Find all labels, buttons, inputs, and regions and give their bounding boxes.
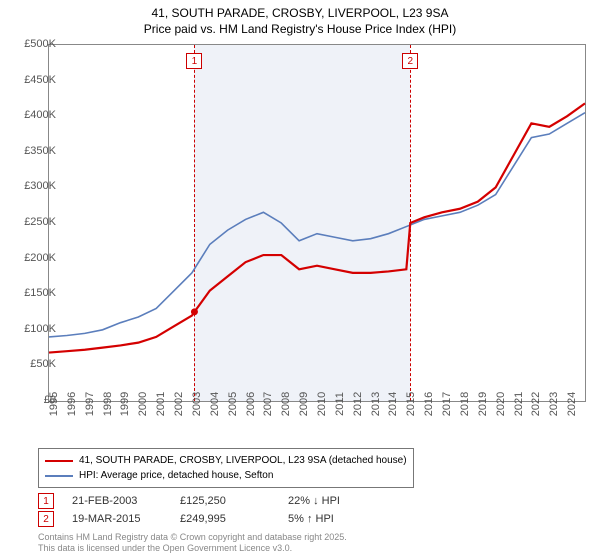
x-tick: 2023 xyxy=(548,392,560,416)
x-tick: 2008 xyxy=(280,392,292,416)
x-tick: 2010 xyxy=(316,392,328,416)
x-tick: 2018 xyxy=(459,392,471,416)
legend-row-price-paid: 41, SOUTH PARADE, CROSBY, LIVERPOOL, L23… xyxy=(45,453,407,468)
chart-container: 41, SOUTH PARADE, CROSBY, LIVERPOOL, L23… xyxy=(0,0,600,560)
plot-area: 1 2 xyxy=(48,44,586,402)
attribution: Contains HM Land Registry data © Crown c… xyxy=(38,532,347,555)
title-line-1: 41, SOUTH PARADE, CROSBY, LIVERPOOL, L23… xyxy=(0,6,600,22)
footer-line-1: Contains HM Land Registry data © Crown c… xyxy=(38,532,347,543)
events-table: 1 21-FEB-2003 £125,250 22% ↓ HPI 2 19-MA… xyxy=(38,492,340,528)
x-tick: 2017 xyxy=(441,392,453,416)
legend-row-hpi: HPI: Average price, detached house, Seft… xyxy=(45,468,407,483)
event-delta-1: 22% ↓ HPI xyxy=(288,495,340,507)
y-tick: £300K xyxy=(24,180,56,192)
x-tick: 2022 xyxy=(530,392,542,416)
x-tick: 2007 xyxy=(262,392,274,416)
event-delta-2: 5% ↑ HPI xyxy=(288,513,334,525)
y-tick: £350K xyxy=(24,145,56,157)
point-marker-1 xyxy=(191,308,198,315)
x-tick: 1999 xyxy=(119,392,131,416)
event-price-1: £125,250 xyxy=(180,495,270,507)
y-tick: £400K xyxy=(24,109,56,121)
y-tick: £150K xyxy=(24,287,56,299)
chart-title: 41, SOUTH PARADE, CROSBY, LIVERPOOL, L23… xyxy=(0,0,600,37)
legend: 41, SOUTH PARADE, CROSBY, LIVERPOOL, L23… xyxy=(38,448,414,488)
x-tick: 2011 xyxy=(334,392,346,416)
x-tick: 2006 xyxy=(245,392,257,416)
x-tick: 2002 xyxy=(173,392,185,416)
y-tick: £100K xyxy=(24,323,56,335)
x-tick: 1998 xyxy=(102,392,114,416)
y-tick: £500K xyxy=(24,38,56,50)
event-row-2: 2 19-MAR-2015 £249,995 5% ↑ HPI xyxy=(38,510,340,528)
footer-line-2: This data is licensed under the Open Gov… xyxy=(38,543,347,554)
x-tick: 2005 xyxy=(227,392,239,416)
y-tick: £200K xyxy=(24,252,56,264)
x-tick: 2004 xyxy=(209,392,221,416)
legend-swatch-price-paid xyxy=(45,460,73,462)
x-tick: 2013 xyxy=(370,392,382,416)
x-tick: 2024 xyxy=(566,392,578,416)
event-badge-1: 1 xyxy=(38,493,54,509)
x-tick: 2012 xyxy=(352,392,364,416)
legend-swatch-hpi xyxy=(45,475,73,477)
line-layer xyxy=(49,45,585,401)
title-line-2: Price paid vs. HM Land Registry's House … xyxy=(0,22,600,38)
x-tick: 2015 xyxy=(405,392,417,416)
x-tick: 1995 xyxy=(48,392,60,416)
y-tick: £50K xyxy=(30,358,56,370)
x-tick: 2001 xyxy=(155,392,167,416)
y-tick: £450K xyxy=(24,74,56,86)
event-row-1: 1 21-FEB-2003 £125,250 22% ↓ HPI xyxy=(38,492,340,510)
x-tick: 2019 xyxy=(477,392,489,416)
x-tick: 2021 xyxy=(513,392,525,416)
series-hpi xyxy=(49,113,585,337)
x-tick: 2016 xyxy=(423,392,435,416)
legend-label-price-paid: 41, SOUTH PARADE, CROSBY, LIVERPOOL, L23… xyxy=(79,453,407,468)
x-tick: 2009 xyxy=(298,392,310,416)
x-tick: 2000 xyxy=(137,392,149,416)
event-price-2: £249,995 xyxy=(180,513,270,525)
x-tick: 2003 xyxy=(191,392,203,416)
event-date-2: 19-MAR-2015 xyxy=(72,513,162,525)
x-tick: 1996 xyxy=(66,392,78,416)
x-tick: 2014 xyxy=(387,392,399,416)
series-price-paid xyxy=(49,103,585,352)
x-tick: 2020 xyxy=(495,392,507,416)
legend-label-hpi: HPI: Average price, detached house, Seft… xyxy=(79,468,273,483)
event-badge-2: 2 xyxy=(38,511,54,527)
y-tick: £250K xyxy=(24,216,56,228)
event-date-1: 21-FEB-2003 xyxy=(72,495,162,507)
x-tick: 1997 xyxy=(84,392,96,416)
